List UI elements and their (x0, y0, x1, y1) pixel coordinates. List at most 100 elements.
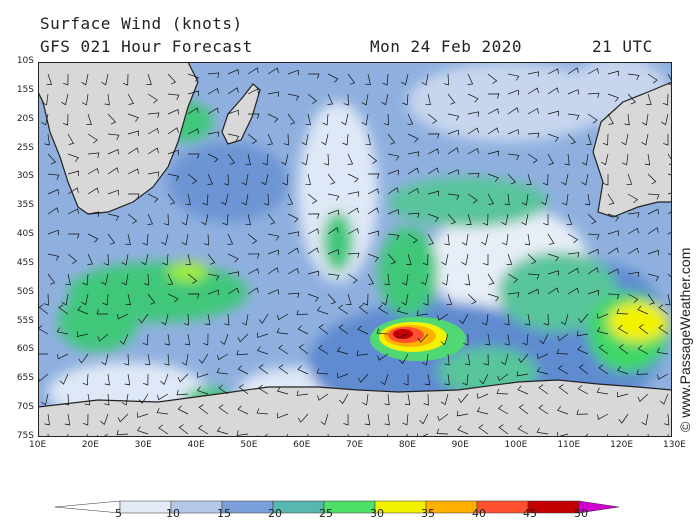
wind-barb (47, 173, 60, 180)
wind-barb (464, 273, 471, 286)
wind-barb (184, 333, 191, 346)
wind-barb (527, 71, 540, 77)
wind-barb (607, 193, 615, 205)
wind-barb (125, 293, 131, 306)
wind-barb (501, 233, 509, 246)
wind-barb (147, 293, 156, 305)
wind-barb (64, 413, 71, 426)
wind-barb (77, 305, 89, 315)
colorbar-label: 50 (574, 507, 588, 520)
wind-barb (365, 133, 371, 146)
wind-barb (142, 233, 149, 246)
wind-barb (507, 107, 519, 115)
wind-barb (323, 153, 329, 166)
colorbar-segment (119, 500, 172, 514)
wind-barb (487, 150, 499, 157)
wind-barb (507, 129, 519, 135)
wind-barb (167, 108, 179, 115)
lat-label: 70S (16, 402, 34, 413)
wind-barb (207, 153, 219, 163)
wind-barb (587, 213, 597, 225)
wind-barb (117, 313, 129, 320)
lat-label: 45S (16, 257, 34, 268)
wind-barb (543, 313, 549, 326)
wind-barb (57, 353, 69, 360)
wind-barb (322, 113, 329, 126)
wind-barb (459, 313, 469, 325)
wind-barb (164, 333, 170, 346)
wind-barb (297, 413, 309, 423)
colorbar-label: 15 (217, 507, 231, 520)
wind-barb (247, 233, 258, 244)
wind-barb (422, 253, 429, 266)
wind-barb (278, 364, 289, 375)
wind-barb (587, 67, 599, 75)
wind-barb (321, 133, 329, 146)
wind-barb (187, 273, 198, 284)
wind-barb (167, 293, 179, 303)
wind-barb (101, 273, 109, 286)
wind-barb (227, 68, 239, 75)
wind-barb (407, 113, 414, 125)
wind-barb (47, 273, 56, 285)
wind-barb (461, 253, 469, 266)
wind-barb (287, 113, 296, 125)
wind-barb (587, 92, 600, 98)
wind-barb (567, 133, 576, 145)
wind-barb (247, 67, 259, 75)
wind-barb (482, 213, 489, 226)
wind-barb (301, 153, 309, 166)
colorbar-label: 25 (319, 507, 333, 520)
wind-barb (158, 424, 169, 435)
wind-barb (596, 387, 609, 395)
wind-barb (402, 93, 409, 106)
wind-barb (547, 287, 559, 295)
wind-barb (107, 133, 120, 140)
wind-barb (267, 113, 279, 123)
wind-barb (96, 309, 108, 315)
wind-barb (141, 253, 149, 266)
wind-barb (87, 152, 100, 158)
wind-barb (567, 287, 579, 295)
wind-barb (607, 293, 620, 300)
wind-barb (203, 233, 209, 246)
wind-barb (384, 413, 390, 426)
wind-barb (663, 134, 669, 146)
wind-barb (258, 313, 269, 324)
wind-barb (458, 393, 469, 404)
wind-barb (347, 227, 359, 235)
wind-barb (637, 345, 649, 355)
wind-barb (44, 413, 50, 426)
wind-barb (256, 346, 269, 355)
wind-barb (547, 87, 559, 95)
wind-barb (237, 405, 249, 415)
wind-barb (627, 247, 639, 255)
wind-barb (347, 252, 360, 258)
wind-barb (407, 212, 420, 218)
wind-barb (218, 404, 229, 415)
wind-barb (247, 253, 260, 259)
wind-barb (424, 373, 431, 386)
wind-barb (444, 233, 450, 246)
wind-barb (104, 93, 110, 106)
wind-barb (307, 213, 320, 219)
wind-barb (220, 333, 229, 345)
wind-barb (124, 373, 131, 386)
wind-barb (316, 368, 329, 375)
wind-barb (404, 393, 411, 406)
wind-barb (223, 173, 229, 186)
wind-barb (247, 287, 259, 295)
wind-barb (67, 153, 79, 162)
wind-barb (637, 305, 649, 315)
wind-barb (504, 193, 510, 206)
wind-barb (462, 373, 469, 386)
wind-barb (227, 271, 240, 277)
wind-barb (67, 170, 79, 177)
wind-barb (162, 253, 169, 266)
wind-barb (567, 113, 580, 121)
wind-barb (487, 108, 499, 115)
wind-barb (307, 293, 319, 302)
wind-barb (63, 393, 69, 406)
credit-watermark: © www.PassageWeather.com (677, 248, 693, 432)
wind-barb (558, 384, 569, 395)
